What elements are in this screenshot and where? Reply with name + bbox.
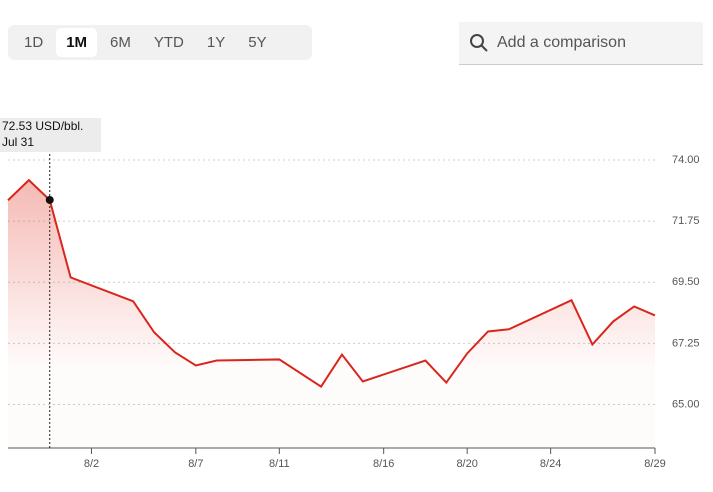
x-tick-label: 8/16 bbox=[373, 458, 394, 470]
x-tick-label: 8/2 bbox=[84, 458, 99, 470]
range-button[interactable]: 1D bbox=[24, 34, 44, 51]
y-tick-label: 65.00 bbox=[672, 398, 700, 410]
tooltip-value: 72.53 USD/bbl. bbox=[2, 119, 83, 133]
x-tick-label: 8/11 bbox=[269, 458, 290, 470]
range-button[interactable]: 1M bbox=[56, 28, 98, 57]
x-tick-label: 8/20 bbox=[456, 458, 477, 470]
range-button[interactable]: 6M bbox=[110, 34, 131, 51]
line bbox=[7, 178, 656, 388]
tooltip-date: Jul 31 bbox=[2, 135, 34, 149]
range-button[interactable]: 5Y bbox=[248, 34, 267, 51]
hover-point bbox=[45, 195, 54, 204]
y-tick-label: 71.75 bbox=[672, 215, 700, 227]
range-selector: 1D 1M 6M YTD 1Y 5Y bbox=[8, 25, 312, 60]
tooltip-box bbox=[0, 118, 101, 152]
range-button[interactable]: YTD bbox=[153, 34, 184, 51]
search-placeholder: Add a comparison bbox=[497, 34, 626, 51]
x-tick-label: 8/24 bbox=[540, 458, 561, 470]
y-tick-label: 67.25 bbox=[672, 337, 700, 349]
y-tick-label: 74.00 bbox=[672, 154, 700, 166]
x-tick-label: 8/29 bbox=[644, 458, 665, 470]
search-icon bbox=[470, 34, 488, 52]
x-tick-label: 8/7 bbox=[188, 458, 203, 470]
y-tick-label: 69.50 bbox=[672, 276, 700, 288]
range-button[interactable]: 1Y bbox=[206, 34, 226, 51]
comparison-search[interactable]: Add a comparison bbox=[459, 22, 703, 65]
area bbox=[8, 180, 655, 449]
